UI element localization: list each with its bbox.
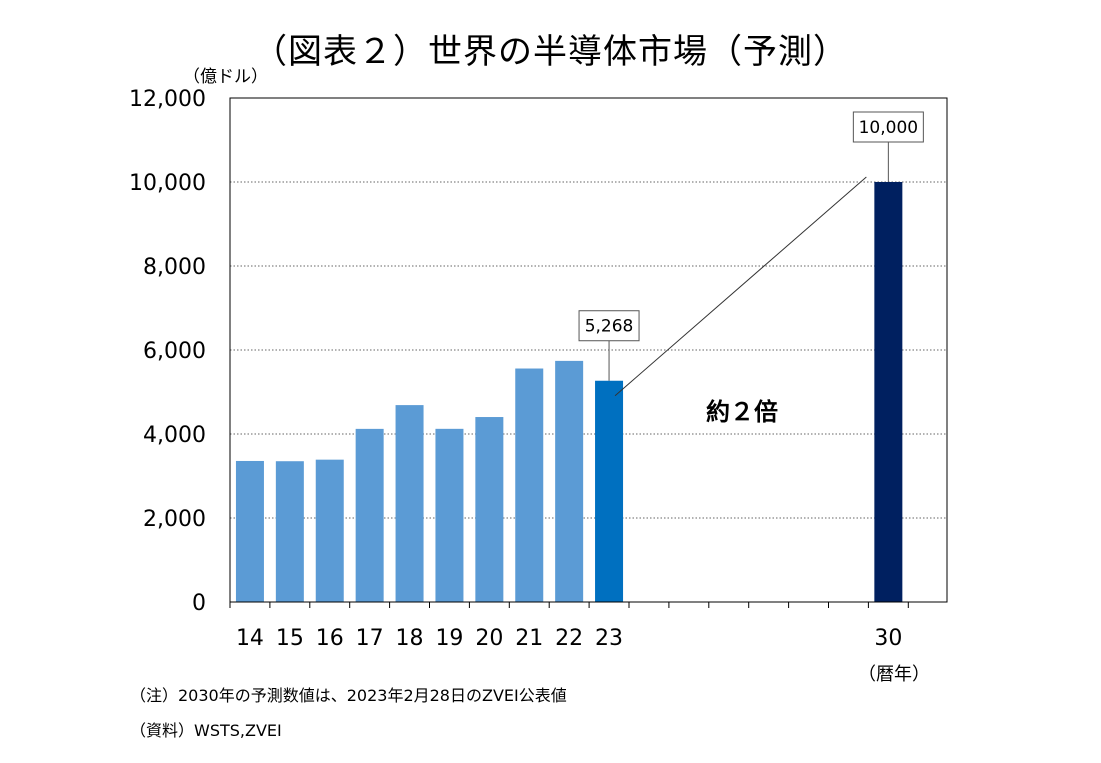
- x-tick-label: 21: [515, 626, 543, 651]
- bar-30: [874, 182, 903, 602]
- chart-title: （図表２）世界の半導体市場（予測）: [253, 32, 848, 72]
- data-label-23: 5,268: [585, 317, 634, 337]
- x-tick-label: 15: [276, 626, 304, 651]
- growth-annotation: 約２倍: [706, 398, 778, 426]
- footnote-note: （注）2030年の予測数値は、2023年2月28日のZVEI公表値: [130, 686, 567, 705]
- x-tick-label: 22: [555, 626, 583, 651]
- bar-19: [435, 428, 464, 602]
- x-tick-label: 17: [356, 626, 384, 651]
- x-tick-label: 14: [236, 626, 264, 651]
- x-tick-label: 30: [874, 626, 902, 651]
- data-label-box: [852, 111, 924, 143]
- bar-22: [555, 360, 584, 602]
- bar-16: [315, 459, 344, 602]
- y-tick-label: 8,000: [143, 255, 206, 280]
- y-tick-label: 2,000: [143, 507, 206, 532]
- bar-17: [355, 428, 384, 602]
- y-tick-label: 0: [192, 591, 206, 616]
- growth-connector-line: [614, 176, 867, 397]
- data-label-30: 10,000: [859, 118, 918, 138]
- x-tick-label: 18: [396, 626, 424, 651]
- y-tick-label: 10,000: [129, 171, 206, 196]
- bar-23: [595, 380, 624, 602]
- footnote-source: （資料）WSTS,ZVEI: [130, 721, 282, 740]
- plot-frame: [229, 97, 948, 603]
- bar-15: [275, 461, 304, 602]
- x-tick-label: 16: [316, 626, 344, 651]
- x-axis-unit-label: （暦年）: [858, 664, 930, 685]
- bar-20: [475, 417, 504, 602]
- y-tick-label: 4,000: [143, 423, 206, 448]
- bar-14: [235, 460, 264, 602]
- data-label-box: [578, 310, 640, 342]
- x-tick-label: 23: [595, 626, 623, 651]
- bar-18: [395, 405, 424, 602]
- y-tick-label: 6,000: [143, 339, 206, 364]
- y-axis-unit-label: （億ドル）: [183, 67, 268, 87]
- y-tick-label: 12,000: [129, 87, 206, 112]
- bar-21: [515, 368, 544, 602]
- x-tick-label: 20: [475, 626, 503, 651]
- x-tick-label: 19: [435, 626, 463, 651]
